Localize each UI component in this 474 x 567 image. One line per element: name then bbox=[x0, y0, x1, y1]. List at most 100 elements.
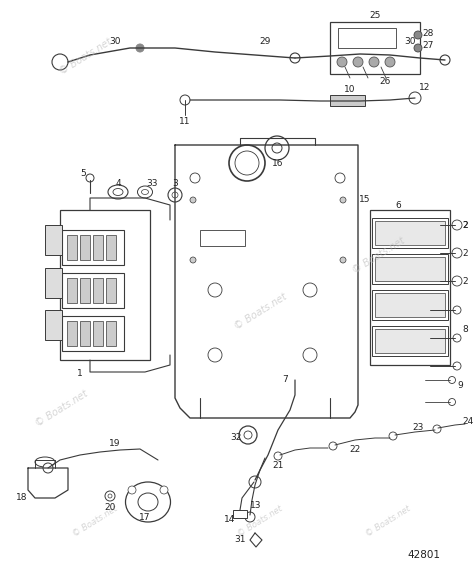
Bar bbox=[233, 510, 247, 518]
Text: © Boats.net: © Boats.net bbox=[365, 504, 413, 539]
Ellipse shape bbox=[108, 185, 128, 199]
Text: © Boats.net: © Boats.net bbox=[237, 504, 285, 539]
Circle shape bbox=[105, 491, 115, 501]
Circle shape bbox=[272, 143, 282, 153]
Text: 15: 15 bbox=[359, 196, 371, 205]
Bar bbox=[372, 326, 448, 356]
Text: © Boats.net: © Boats.net bbox=[57, 37, 113, 77]
Circle shape bbox=[335, 173, 345, 183]
Circle shape bbox=[452, 276, 462, 286]
Bar bbox=[372, 254, 448, 284]
Bar bbox=[372, 218, 448, 248]
Circle shape bbox=[208, 348, 222, 362]
Circle shape bbox=[340, 197, 346, 203]
Bar bbox=[106, 321, 116, 346]
Circle shape bbox=[385, 57, 395, 67]
Text: 3: 3 bbox=[172, 179, 178, 188]
Circle shape bbox=[128, 486, 136, 494]
Text: 30: 30 bbox=[404, 37, 416, 46]
Text: 23: 23 bbox=[412, 424, 424, 433]
Bar bbox=[330, 95, 365, 106]
Circle shape bbox=[43, 463, 53, 473]
Circle shape bbox=[452, 220, 462, 230]
Circle shape bbox=[190, 257, 196, 263]
Circle shape bbox=[303, 283, 317, 297]
Circle shape bbox=[353, 57, 363, 67]
Text: 17: 17 bbox=[139, 514, 151, 523]
Circle shape bbox=[239, 426, 257, 444]
Circle shape bbox=[453, 334, 461, 342]
Circle shape bbox=[440, 55, 450, 65]
Bar bbox=[338, 28, 396, 48]
Bar bbox=[80, 278, 90, 303]
Text: 8: 8 bbox=[462, 325, 468, 335]
Text: 33: 33 bbox=[146, 179, 158, 188]
Text: 9: 9 bbox=[457, 380, 463, 390]
Circle shape bbox=[52, 54, 68, 70]
Circle shape bbox=[329, 442, 337, 450]
Circle shape bbox=[433, 425, 441, 433]
Text: 24: 24 bbox=[462, 417, 474, 426]
Circle shape bbox=[245, 512, 255, 522]
Circle shape bbox=[136, 44, 144, 52]
Text: 12: 12 bbox=[419, 83, 431, 92]
Bar bbox=[67, 278, 77, 303]
Circle shape bbox=[337, 57, 347, 67]
Text: 29: 29 bbox=[259, 37, 271, 46]
Bar bbox=[375, 293, 445, 317]
Bar bbox=[330, 22, 420, 74]
Bar bbox=[45, 310, 62, 340]
Bar bbox=[93, 321, 103, 346]
Bar bbox=[375, 257, 445, 281]
Bar bbox=[67, 235, 77, 260]
Bar bbox=[67, 321, 77, 346]
Text: 20: 20 bbox=[104, 502, 116, 511]
Circle shape bbox=[448, 399, 456, 405]
Text: 7: 7 bbox=[282, 375, 288, 384]
Bar bbox=[106, 235, 116, 260]
Bar bbox=[93, 278, 103, 303]
Text: 1: 1 bbox=[77, 369, 83, 378]
Text: 28: 28 bbox=[422, 28, 434, 37]
Circle shape bbox=[86, 174, 94, 182]
Ellipse shape bbox=[35, 457, 55, 467]
Bar bbox=[106, 278, 116, 303]
Bar bbox=[200, 230, 245, 246]
Text: 2: 2 bbox=[462, 277, 468, 286]
Text: 25: 25 bbox=[369, 11, 381, 20]
Text: 2: 2 bbox=[462, 221, 468, 230]
Circle shape bbox=[265, 136, 289, 160]
Circle shape bbox=[340, 257, 346, 263]
Circle shape bbox=[208, 283, 222, 297]
Bar bbox=[80, 235, 90, 260]
Circle shape bbox=[168, 188, 182, 202]
Text: © Boats.net: © Boats.net bbox=[351, 235, 407, 275]
Text: 31: 31 bbox=[234, 535, 246, 544]
Circle shape bbox=[190, 197, 196, 203]
Bar bbox=[62, 316, 124, 351]
Text: © Boats.net: © Boats.net bbox=[34, 388, 90, 428]
Text: 16: 16 bbox=[272, 159, 284, 167]
Ellipse shape bbox=[113, 188, 123, 196]
Bar bbox=[375, 329, 445, 353]
Circle shape bbox=[389, 432, 397, 440]
Bar bbox=[62, 273, 124, 308]
Bar bbox=[62, 230, 124, 265]
Text: 19: 19 bbox=[109, 439, 121, 448]
Bar bbox=[80, 321, 90, 346]
Ellipse shape bbox=[126, 482, 171, 522]
Circle shape bbox=[452, 248, 462, 258]
Text: 18: 18 bbox=[16, 493, 28, 502]
Ellipse shape bbox=[137, 186, 153, 198]
Circle shape bbox=[180, 95, 190, 105]
Bar bbox=[370, 210, 450, 365]
Text: 6: 6 bbox=[395, 201, 401, 209]
Circle shape bbox=[414, 44, 422, 52]
Circle shape bbox=[290, 53, 300, 63]
Text: 14: 14 bbox=[224, 515, 236, 524]
Text: 27: 27 bbox=[422, 41, 434, 50]
Text: © Boats.net: © Boats.net bbox=[233, 292, 289, 332]
Bar bbox=[372, 290, 448, 320]
Text: 22: 22 bbox=[349, 446, 361, 455]
Bar bbox=[45, 268, 62, 298]
